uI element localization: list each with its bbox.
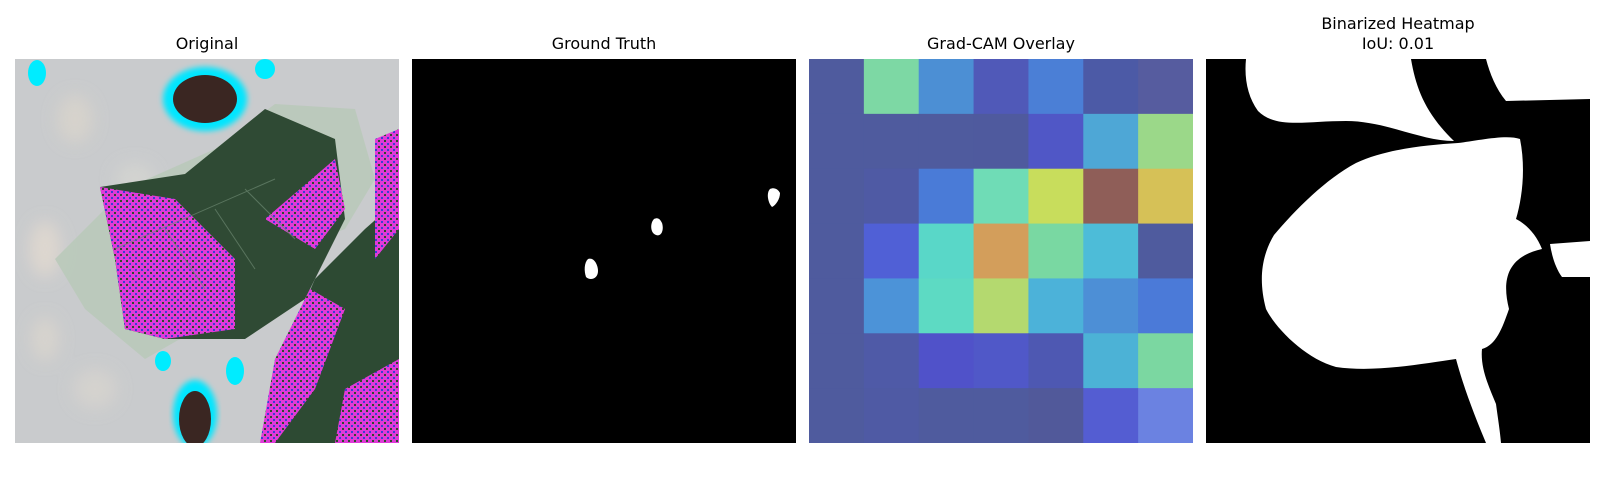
gradcam-cell [973, 113, 1029, 170]
gradcam-cell [918, 113, 975, 170]
gradcam-cell [1028, 168, 1084, 225]
gradcam-cell [1083, 388, 1139, 443]
iou-label: IoU: 0.01 [1361, 34, 1435, 53]
gradcam-cell [918, 278, 975, 334]
gradcam-cell [973, 223, 1029, 279]
gradcam-cell [809, 59, 865, 115]
gradcam-cell [809, 278, 865, 334]
gradcam-cell [863, 278, 920, 334]
gradcam-cell [809, 223, 865, 279]
gradcam-cell [809, 113, 865, 170]
gradcam-cell [809, 168, 865, 225]
panel-title-ground-truth: Ground Truth [551, 34, 657, 53]
original-panel: Original [15, 0, 399, 500]
gradcam-cell [863, 388, 920, 443]
binarized-title: Binarized Heatmap [1321, 14, 1475, 33]
gradcam-cell [1028, 223, 1084, 279]
gradcam-cell [1028, 278, 1084, 334]
gradcam-cell [863, 333, 920, 389]
gradcam-cell [1028, 113, 1084, 170]
gradcam-cell [1138, 278, 1193, 334]
gradcam-cell [973, 59, 1029, 115]
gradcam-cell [1138, 113, 1193, 170]
gradcam-cell [1138, 59, 1193, 115]
binarized-panel: Binarized Heatmap IoU: 0.01 [1206, 0, 1590, 500]
gradcam-cell [918, 223, 975, 279]
gradcam-cell [918, 388, 975, 443]
panel-title-original: Original [175, 34, 239, 53]
binarized-mask [1206, 59, 1590, 443]
ground-truth-mask [412, 59, 796, 443]
gradcam-cell [1028, 59, 1084, 115]
gradcam-cell [973, 333, 1029, 389]
gradcam-cell [1028, 333, 1084, 389]
gradcam-cell [1083, 168, 1139, 225]
original-image [15, 59, 399, 443]
gradcam-cell [973, 278, 1029, 334]
gradcam-cell [809, 388, 865, 443]
gradcam-cell [1138, 388, 1193, 443]
gradcam-cell [918, 333, 975, 389]
gradcam-cell [918, 168, 975, 225]
panel-title-gradcam: Grad-CAM Overlay [927, 34, 1075, 53]
gradcam-cell [1083, 113, 1139, 170]
gradcam-cell [918, 59, 975, 115]
gradcam-cell [863, 113, 920, 170]
ground-truth-panel: Ground Truth [412, 0, 796, 500]
gradcam-cell [1083, 59, 1139, 115]
gradcam-cell [1083, 278, 1139, 334]
gradcam-cell [863, 59, 920, 115]
gradcam-cell [1028, 388, 1084, 443]
gradcam-cell [973, 388, 1029, 443]
panel-title-binarized: Binarized Heatmap IoU: 0.01 [1206, 14, 1590, 54]
gradcam-cell [1138, 333, 1193, 389]
gradcam-cell [973, 168, 1029, 225]
gradcam-heatmap [809, 59, 1193, 443]
gradcam-cell [809, 333, 865, 389]
gradcam-cell [1083, 223, 1139, 279]
gradcam-panel: Grad-CAM Overlay [809, 0, 1193, 500]
gradcam-cell [863, 168, 920, 225]
gradcam-cell [1138, 223, 1193, 279]
gradcam-cell [1083, 333, 1139, 389]
gradcam-cell [1138, 168, 1193, 225]
gradcam-cell [863, 223, 920, 279]
